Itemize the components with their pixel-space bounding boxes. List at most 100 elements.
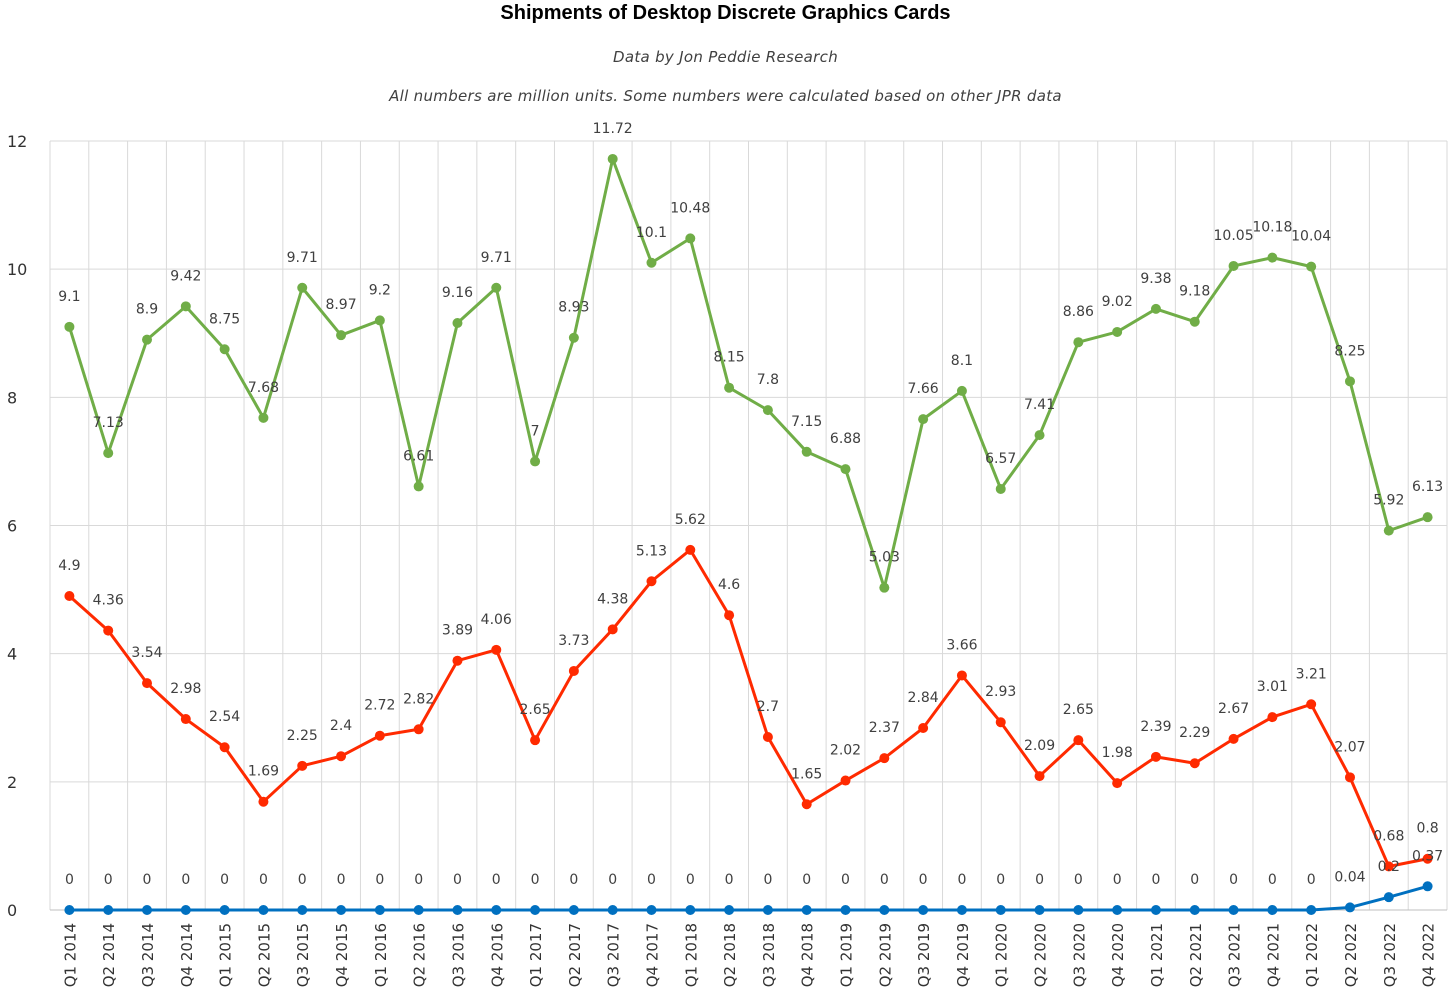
data-label: 9.42 <box>170 268 201 284</box>
data-point <box>801 799 812 810</box>
data-point <box>103 625 114 636</box>
data-label: 3.66 <box>946 637 977 653</box>
data-label: 0 <box>919 872 928 888</box>
data-label: 0 <box>957 872 966 888</box>
data-label: 0 <box>414 872 423 888</box>
data-point <box>142 678 153 689</box>
data-point <box>452 905 463 915</box>
data-label: 2.4 <box>330 718 352 734</box>
x-tick-label: Q2 2020 <box>1032 923 1050 987</box>
data-point <box>1344 376 1355 387</box>
data-label: 1.69 <box>248 764 279 780</box>
data-point <box>452 655 463 666</box>
data-label: 2.07 <box>1334 739 1365 755</box>
data-point <box>724 905 735 915</box>
data-label: 2.82 <box>403 691 434 707</box>
data-point <box>374 730 385 741</box>
data-point <box>1422 881 1433 892</box>
data-label: 8.75 <box>209 311 240 327</box>
data-label: 10.1 <box>636 225 667 241</box>
data-point <box>840 464 851 475</box>
x-tick-label: Q1 2018 <box>682 923 700 987</box>
data-point <box>646 576 657 587</box>
data-point <box>180 301 191 312</box>
data-label: 0 <box>1268 872 1277 888</box>
data-label: 4.36 <box>93 593 124 609</box>
data-label: 0 <box>996 872 1005 888</box>
x-tick-label: Q3 2020 <box>1070 923 1088 987</box>
data-point <box>142 334 153 345</box>
data-point <box>1189 316 1200 327</box>
data-point <box>568 665 579 676</box>
data-label: 10.48 <box>670 200 710 216</box>
data-point <box>840 905 851 915</box>
data-label: 4.6 <box>718 577 740 593</box>
data-label: 2.25 <box>287 728 318 744</box>
data-point <box>491 644 502 655</box>
data-point <box>1189 905 1200 915</box>
data-point <box>1150 303 1161 314</box>
data-point <box>219 905 230 915</box>
data-label: 0 <box>1035 872 1044 888</box>
data-point <box>1344 902 1355 913</box>
data-point <box>1073 735 1084 746</box>
data-point <box>568 905 579 915</box>
data-label: 2.54 <box>209 709 240 725</box>
data-point <box>142 905 153 915</box>
data-label: 9.1 <box>58 289 80 305</box>
y-tick-label: 4 <box>7 645 17 664</box>
x-tick-label: Q3 2015 <box>294 923 312 987</box>
data-label: 2.37 <box>869 720 900 736</box>
data-point <box>1422 512 1433 523</box>
data-point <box>336 751 347 762</box>
data-point <box>1073 337 1084 348</box>
data-label: 4.9 <box>58 558 80 574</box>
data-point <box>1306 261 1317 272</box>
data-label: 3.73 <box>558 633 589 649</box>
x-tick-label: Q4 2017 <box>643 923 661 987</box>
series-line <box>67 157 1430 590</box>
x-tick-label: Q3 2017 <box>605 923 623 987</box>
data-label: 2.39 <box>1140 719 1171 735</box>
data-label: 2.29 <box>1179 725 1210 741</box>
data-label: 0 <box>880 872 889 888</box>
data-label: 0 <box>259 872 268 888</box>
data-point <box>1112 905 1123 915</box>
x-tick-label: Q3 2016 <box>449 923 467 987</box>
data-point <box>1112 778 1123 789</box>
data-label: 0 <box>841 872 850 888</box>
data-label: 4.38 <box>597 591 628 607</box>
data-label: 6.61 <box>403 448 434 464</box>
data-point <box>762 405 773 416</box>
data-label: 6.13 <box>1412 479 1443 495</box>
data-point <box>995 483 1006 494</box>
data-point <box>1112 326 1123 337</box>
series-line <box>67 548 1430 868</box>
x-tick-label: Q1 2017 <box>527 923 545 987</box>
data-point <box>1267 712 1278 723</box>
data-label: 0.04 <box>1334 869 1365 885</box>
x-tick-label: Q4 2014 <box>178 923 196 987</box>
data-label: 0 <box>608 872 617 888</box>
data-label: 1.98 <box>1102 745 1133 761</box>
data-point <box>918 414 929 425</box>
x-tick-label: Q1 2015 <box>217 923 235 987</box>
data-point <box>607 624 618 635</box>
data-label: 0.37 <box>1412 848 1443 864</box>
x-tick-label: Q2 2019 <box>876 923 894 987</box>
data-point <box>413 481 424 492</box>
x-tick-label: Q2 2016 <box>411 923 429 987</box>
data-label: 0 <box>531 872 540 888</box>
data-point <box>995 905 1006 915</box>
x-tick-label: Q2 2022 <box>1342 923 1360 987</box>
data-label: 0 <box>1229 872 1238 888</box>
data-point <box>685 544 696 555</box>
data-label: 0 <box>143 872 152 888</box>
data-label: 8.15 <box>714 350 745 366</box>
data-point <box>646 905 657 915</box>
data-label: 9.2 <box>369 282 391 298</box>
data-label: 0 <box>1074 872 1083 888</box>
data-point <box>336 330 347 341</box>
data-point <box>452 317 463 328</box>
data-point <box>491 905 502 915</box>
